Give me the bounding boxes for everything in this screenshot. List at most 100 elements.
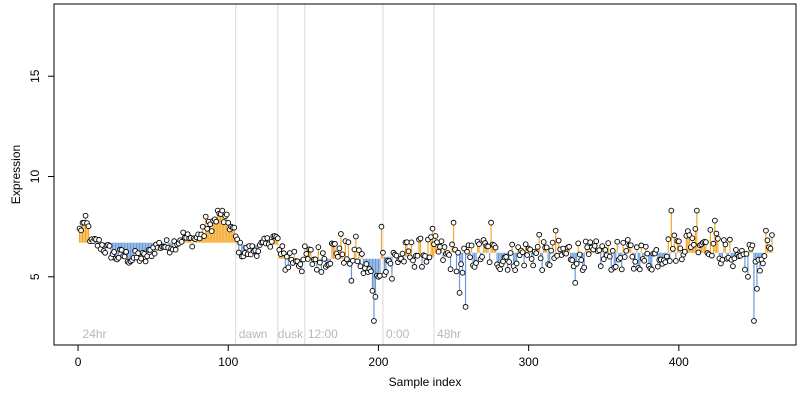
data-point: [393, 252, 400, 259]
data-point: [512, 267, 518, 273]
data-point: [327, 260, 334, 267]
data-point: [208, 228, 215, 234]
data-point: [644, 250, 651, 257]
data-point: [237, 239, 244, 246]
data-point: [102, 249, 108, 256]
data-point: [653, 247, 660, 253]
data-point: [767, 245, 774, 252]
data-point: [301, 243, 308, 250]
data-point: [769, 232, 775, 238]
data-point: [368, 268, 374, 275]
data-point: [632, 258, 639, 265]
data-point: [96, 237, 102, 243]
data-point: [435, 248, 442, 255]
data-point: [742, 266, 748, 273]
data-point: [335, 253, 341, 260]
x-axis: 0 100 200 300 400: [75, 344, 689, 369]
data-point: [320, 250, 326, 256]
data-point: [410, 257, 416, 264]
data-point: [602, 247, 609, 253]
region-label: 24hr: [83, 327, 107, 341]
x-axis-title: Sample index: [389, 375, 462, 389]
data-point: [172, 246, 179, 253]
data-point: [488, 219, 494, 226]
data-point: [713, 230, 720, 237]
data-point: [554, 252, 561, 259]
data-point: [220, 219, 227, 225]
data-point: [464, 248, 470, 255]
data-point: [453, 268, 460, 275]
data-point: [677, 245, 684, 252]
data-point: [332, 240, 338, 247]
data-point: [503, 254, 509, 260]
data-point: [710, 240, 717, 247]
data-point: [722, 241, 729, 248]
data-point: [255, 248, 262, 255]
data-point: [609, 247, 616, 254]
data-point: [438, 238, 445, 245]
data-point: [668, 207, 675, 214]
data-point: [353, 233, 359, 240]
data-point: [455, 249, 461, 256]
data-point: [678, 256, 685, 263]
data-point: [536, 231, 543, 238]
data-point: [600, 256, 607, 262]
data-point: [703, 239, 709, 245]
data-point: [411, 264, 418, 270]
y-axis: 5 10 15: [28, 69, 55, 280]
data-point: [573, 260, 580, 267]
region-label: dawn: [239, 327, 268, 341]
data-point: [654, 263, 661, 270]
data-point: [712, 217, 718, 224]
region-lines: [235, 4, 435, 345]
data-point: [662, 259, 669, 266]
data-point: [312, 256, 319, 263]
data-point: [593, 238, 600, 245]
data-point: [285, 264, 292, 271]
data-point: [225, 219, 232, 226]
data-point: [539, 267, 546, 273]
data-point: [253, 253, 260, 259]
data-point: [202, 213, 209, 220]
data-point: [513, 260, 520, 267]
data-point: [754, 285, 760, 292]
data-point: [249, 243, 256, 249]
data-point: [321, 255, 328, 262]
x-tick-label: 100: [218, 355, 238, 369]
data-point: [707, 227, 714, 233]
data-point: [201, 233, 208, 239]
data-point: [618, 266, 625, 273]
data-point: [763, 227, 769, 234]
data-point: [715, 235, 721, 242]
data-point: [620, 239, 627, 246]
data-point: [719, 256, 726, 263]
data-point: [458, 261, 464, 267]
data-point: [344, 256, 350, 262]
data-point: [504, 267, 511, 273]
data-point: [519, 249, 526, 256]
data-point: [348, 277, 355, 284]
data-point: [235, 249, 242, 256]
data-point: [219, 207, 226, 214]
data-point: [666, 258, 673, 264]
data-point: [350, 257, 356, 264]
data-point: [441, 244, 448, 250]
data-point: [363, 261, 370, 267]
data-point: [387, 260, 394, 267]
y-tick-label: 5: [28, 273, 42, 280]
data-points: [76, 207, 775, 324]
data-point: [414, 252, 421, 259]
data-point: [591, 243, 598, 249]
data-point: [314, 266, 320, 273]
data-point: [298, 268, 305, 275]
data-point: [552, 227, 559, 234]
data-point: [540, 239, 547, 245]
data-point: [307, 246, 314, 253]
data-point: [163, 237, 170, 243]
data-point: [597, 263, 604, 270]
data-point: [624, 236, 631, 243]
data-point: [189, 243, 196, 250]
y-tick-label: 15: [28, 69, 42, 83]
data-point: [82, 212, 89, 219]
